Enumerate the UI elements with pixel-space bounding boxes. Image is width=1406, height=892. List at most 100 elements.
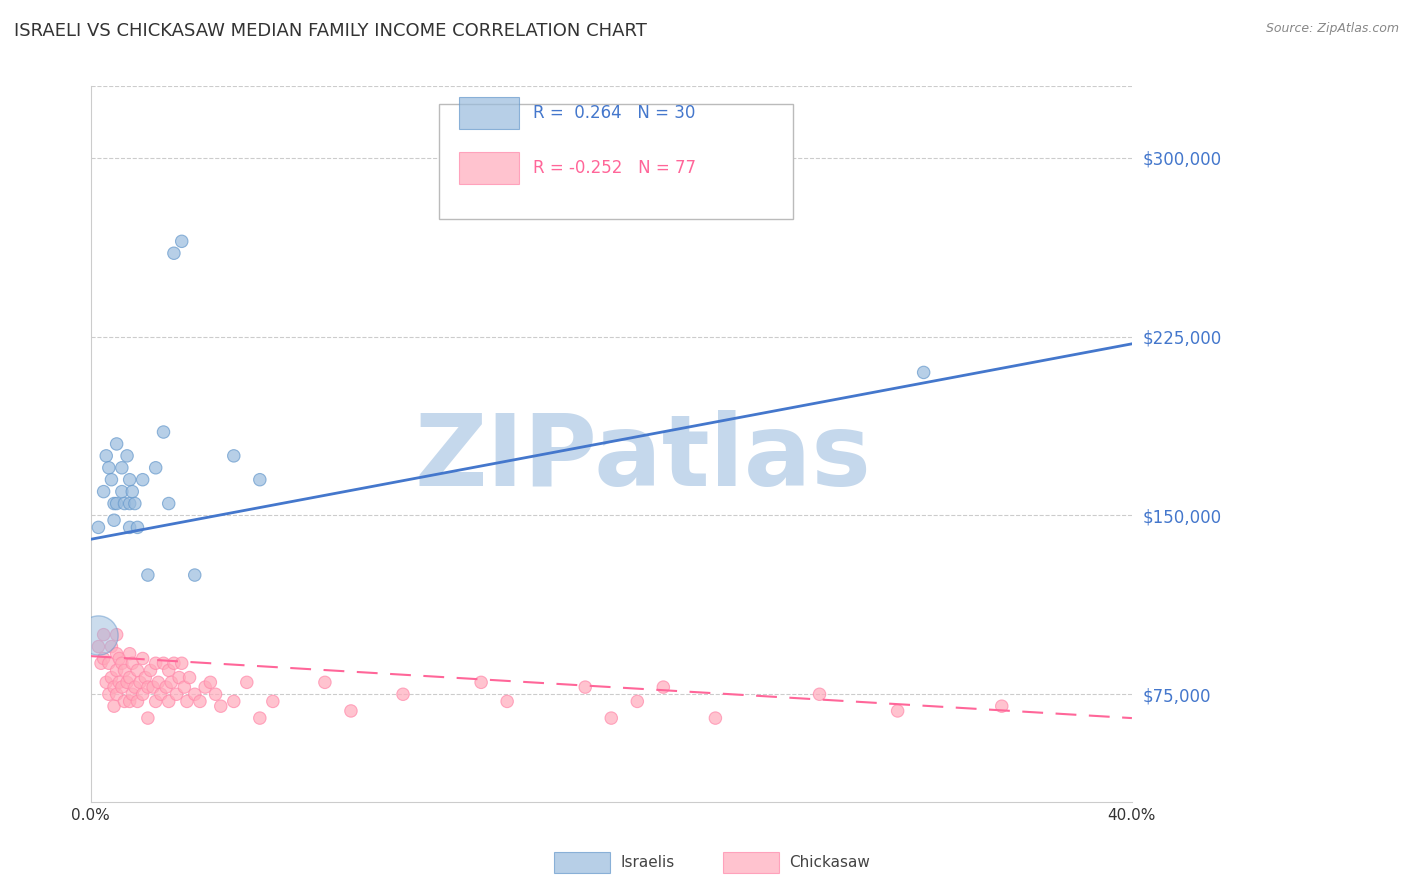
- Point: [124, 680, 146, 694]
- Point: [209, 699, 232, 714]
- FancyBboxPatch shape: [460, 97, 519, 128]
- Point: [111, 680, 134, 694]
- Text: Chickasaw: Chickasaw: [789, 855, 870, 870]
- Point: [155, 680, 177, 694]
- Point: [314, 675, 336, 690]
- Point: [111, 460, 134, 475]
- Point: [163, 246, 186, 260]
- Point: [115, 449, 138, 463]
- Point: [262, 694, 284, 708]
- Point: [157, 694, 180, 708]
- Point: [114, 694, 136, 708]
- Point: [157, 497, 180, 511]
- Point: [127, 664, 149, 678]
- Point: [111, 657, 134, 671]
- Point: [152, 657, 174, 671]
- Point: [124, 497, 146, 511]
- Point: [808, 687, 831, 701]
- Point: [97, 687, 120, 701]
- Point: [97, 460, 120, 475]
- Point: [222, 449, 245, 463]
- Text: R = -0.252   N = 77: R = -0.252 N = 77: [533, 159, 696, 177]
- Point: [163, 657, 186, 671]
- Text: ISRAELI VS CHICKASAW MEDIAN FAMILY INCOME CORRELATION CHART: ISRAELI VS CHICKASAW MEDIAN FAMILY INCOM…: [14, 22, 647, 40]
- Point: [111, 484, 134, 499]
- Point: [249, 711, 271, 725]
- Point: [886, 704, 908, 718]
- Point: [136, 711, 159, 725]
- Point: [160, 675, 183, 690]
- Point: [114, 664, 136, 678]
- Point: [105, 647, 128, 661]
- Point: [108, 651, 131, 665]
- Point: [139, 664, 162, 678]
- FancyBboxPatch shape: [440, 104, 793, 219]
- Point: [118, 473, 141, 487]
- Point: [129, 675, 152, 690]
- Point: [574, 680, 596, 694]
- Point: [184, 687, 207, 701]
- Point: [103, 513, 125, 527]
- Point: [103, 680, 125, 694]
- Point: [90, 657, 112, 671]
- Point: [166, 687, 188, 701]
- Point: [149, 687, 172, 701]
- Point: [103, 699, 125, 714]
- Point: [176, 694, 198, 708]
- Point: [131, 473, 153, 487]
- Point: [127, 520, 149, 534]
- Point: [152, 425, 174, 439]
- Point: [470, 675, 492, 690]
- Point: [118, 647, 141, 661]
- Point: [121, 657, 143, 671]
- Point: [87, 640, 110, 654]
- Point: [114, 497, 136, 511]
- Point: [148, 675, 170, 690]
- Point: [100, 640, 122, 654]
- Point: [249, 473, 271, 487]
- Point: [121, 687, 143, 701]
- Point: [179, 671, 201, 685]
- Point: [131, 651, 153, 665]
- Point: [97, 657, 120, 671]
- Point: [118, 520, 141, 534]
- Point: [167, 671, 190, 685]
- Point: [136, 680, 159, 694]
- Point: [105, 664, 128, 678]
- Point: [121, 484, 143, 499]
- Point: [222, 694, 245, 708]
- Point: [990, 699, 1012, 714]
- Point: [87, 628, 110, 642]
- Point: [96, 449, 118, 463]
- Point: [392, 687, 415, 701]
- Text: ZIPatlas: ZIPatlas: [415, 409, 870, 507]
- Point: [131, 687, 153, 701]
- Point: [100, 671, 122, 685]
- Point: [93, 628, 115, 642]
- Point: [136, 568, 159, 582]
- Text: R =  0.264   N = 30: R = 0.264 N = 30: [533, 103, 696, 122]
- Point: [105, 497, 128, 511]
- Point: [236, 675, 259, 690]
- Point: [115, 675, 138, 690]
- Point: [93, 484, 115, 499]
- Point: [108, 675, 131, 690]
- Point: [142, 680, 165, 694]
- Point: [87, 520, 110, 534]
- Point: [340, 704, 363, 718]
- Point: [100, 473, 122, 487]
- Point: [188, 694, 211, 708]
- Point: [170, 657, 193, 671]
- Point: [145, 694, 167, 708]
- Point: [173, 680, 195, 694]
- Point: [170, 235, 193, 249]
- Point: [105, 437, 128, 451]
- Text: Israelis: Israelis: [620, 855, 675, 870]
- Point: [93, 651, 115, 665]
- Text: Source: ZipAtlas.com: Source: ZipAtlas.com: [1265, 22, 1399, 36]
- Point: [134, 671, 156, 685]
- Point: [704, 711, 727, 725]
- Point: [105, 628, 128, 642]
- Point: [118, 497, 141, 511]
- Point: [496, 694, 519, 708]
